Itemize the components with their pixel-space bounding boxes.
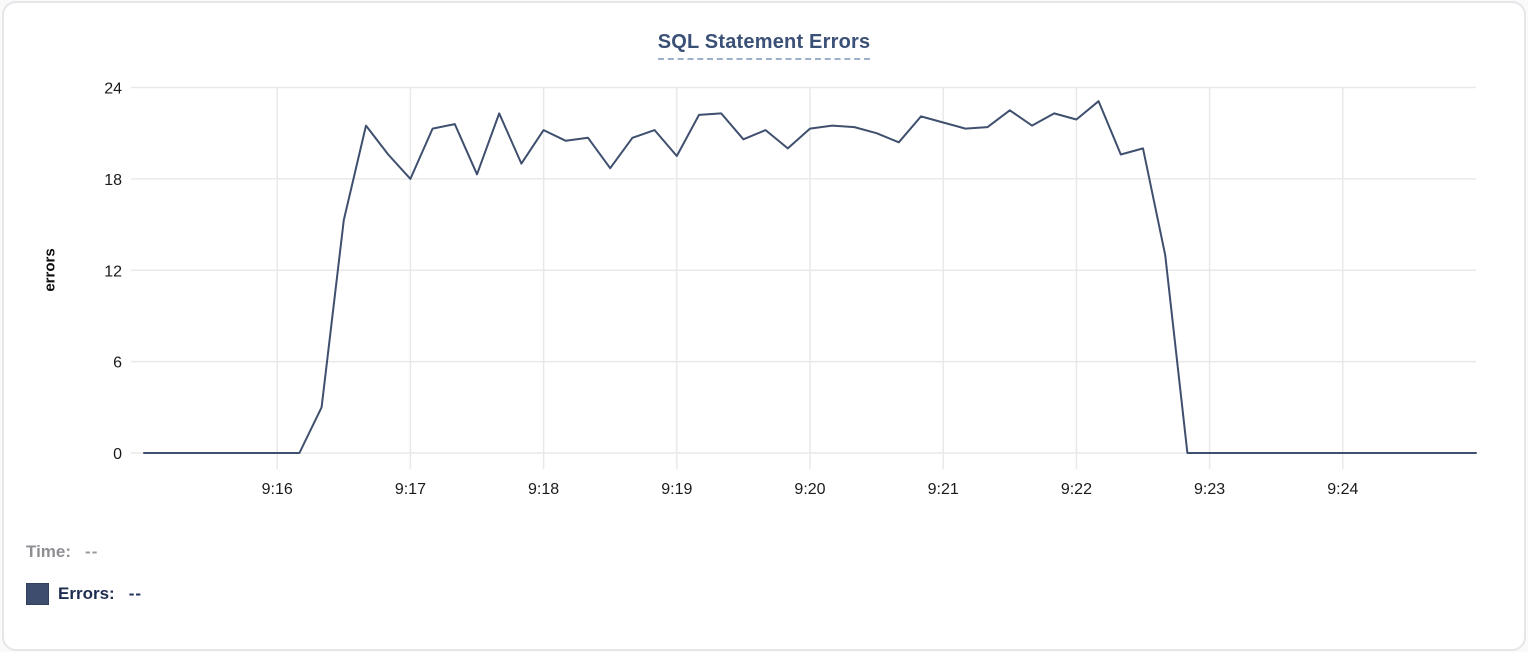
x-tick-label: 9:23 <box>1194 481 1225 498</box>
y-tick-label: 6 <box>113 355 122 372</box>
x-tick-label: 9:22 <box>1061 481 1092 498</box>
x-tick-label: 9:19 <box>661 481 692 498</box>
chart-title[interactable]: SQL Statement Errors <box>657 31 871 60</box>
y-tick-label: 24 <box>104 81 122 98</box>
chart-legend: Time: -- Errors: -- <box>26 539 142 623</box>
legend-errors-label: Errors: <box>58 584 115 603</box>
y-axis-title: errors <box>41 248 59 292</box>
x-tick-label: 9:17 <box>395 481 426 498</box>
legend-errors-value: -- <box>128 584 143 603</box>
y-tick-label: 18 <box>104 172 122 189</box>
x-tick-label: 9:16 <box>262 481 293 498</box>
chart-title-row: SQL Statement Errors <box>4 31 1524 60</box>
legend-time-row: Time: -- <box>26 539 142 565</box>
x-tick-label: 9:20 <box>794 481 825 498</box>
y-tick-label: 0 <box>113 446 122 463</box>
series-line-errors <box>143 100 1477 454</box>
errors-line-chart: 0 6 12 18 24 9:16 9:17 9:18 9:19 9:20 9:21 9:22 9:23… <box>104 81 1477 498</box>
legend-errors-item[interactable]: Errors: -- <box>26 581 142 607</box>
legend-time-value: -- <box>85 542 99 561</box>
x-tick-label: 9:18 <box>528 481 559 498</box>
errors-series-swatch-icon <box>26 583 49 605</box>
y-tick-label: 12 <box>104 263 122 280</box>
x-tick-label: 9:21 <box>928 481 959 498</box>
legend-time-label: Time: <box>26 542 72 561</box>
chart-plot-area: 0 6 12 18 24 9:16 9:17 9:18 9:19 9:20 9:21 9:22 9:23… <box>4 63 1524 503</box>
x-tick-label: 9:24 <box>1327 481 1358 498</box>
